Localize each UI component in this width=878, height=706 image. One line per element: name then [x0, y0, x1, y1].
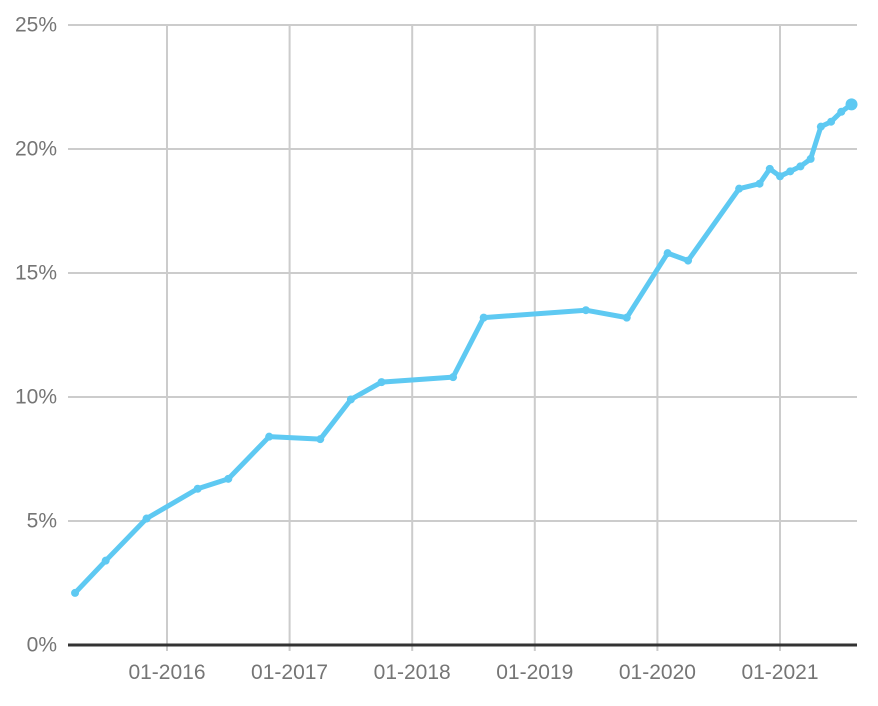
- data-point-marker: [316, 435, 325, 444]
- y-axis-tick-label: 20%: [15, 138, 57, 161]
- data-point-marker: [663, 249, 672, 258]
- x-axis-tick-label: 01-2018: [374, 661, 451, 684]
- y-axis-tick-label: 15%: [15, 262, 57, 285]
- y-axis-tick-label: 25%: [15, 14, 57, 37]
- data-point-marker: [224, 474, 233, 483]
- data-point-marker: [776, 172, 784, 181]
- x-axis-tick-label: 01-2021: [741, 661, 818, 684]
- data-point-marker: [755, 179, 764, 188]
- data-point-marker: [837, 107, 846, 116]
- data-point-marker: [796, 162, 805, 171]
- x-axis-tick-label: 01-2016: [128, 661, 205, 684]
- data-point-marker-latest: [845, 98, 858, 111]
- data-point-marker: [193, 484, 202, 493]
- data-point-marker: [735, 184, 744, 193]
- data-point-marker: [622, 313, 631, 322]
- y-axis-tick-label: 5%: [27, 510, 57, 533]
- data-point-marker: [786, 167, 795, 176]
- data-point-marker: [765, 164, 774, 173]
- x-axis-tick-label: 01-2020: [619, 661, 696, 684]
- y-axis-tick-label: 10%: [15, 386, 57, 409]
- data-point-marker: [71, 588, 80, 597]
- data-point-marker: [816, 122, 825, 131]
- data-point-marker: [581, 306, 590, 315]
- data-point-marker: [449, 373, 458, 382]
- data-point-marker: [827, 117, 836, 126]
- data-point-marker: [346, 395, 355, 404]
- data-point-marker: [265, 432, 274, 441]
- data-point-marker: [142, 514, 151, 523]
- y-axis-tick-label: 0%: [27, 634, 57, 657]
- data-point-marker: [377, 378, 386, 387]
- data-point-marker: [684, 256, 693, 265]
- data-point-marker: [806, 154, 815, 163]
- data-point-marker: [479, 313, 488, 322]
- x-axis-tick-label: 01-2019: [496, 661, 573, 684]
- x-axis-tick-label: 01-2017: [251, 661, 328, 684]
- data-point-marker: [101, 556, 110, 565]
